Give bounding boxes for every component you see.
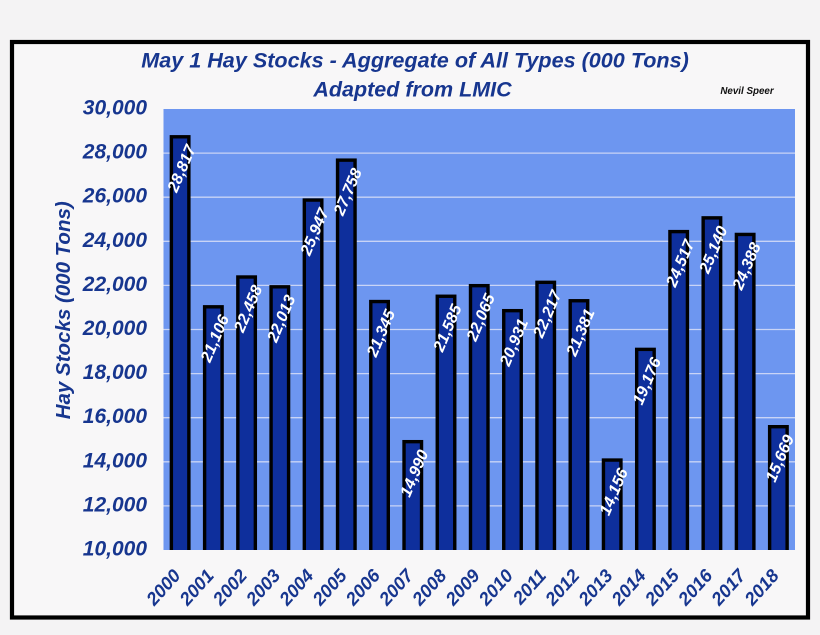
svg-text:May 1 Hay Stocks - Aggregate o: May 1 Hay Stocks - Aggregate of All Type… (141, 48, 689, 73)
svg-text:12,000: 12,000 (83, 493, 148, 516)
svg-text:18,000: 18,000 (83, 361, 148, 384)
svg-text:26,000: 26,000 (82, 185, 148, 208)
svg-text:Adapted from LMIC: Adapted from LMIC (312, 77, 512, 101)
svg-text:Nevil Speer: Nevil Speer (720, 86, 775, 97)
svg-text:14,000: 14,000 (83, 449, 148, 472)
svg-text:20,000: 20,000 (82, 317, 148, 340)
svg-text:24,000: 24,000 (82, 229, 148, 252)
svg-text:Hay Stocks (000 Tons): Hay Stocks (000 Tons) (52, 201, 75, 419)
svg-text:28,000: 28,000 (82, 141, 148, 164)
svg-text:10,000: 10,000 (83, 538, 148, 561)
svg-text:16,000: 16,000 (83, 405, 148, 428)
svg-text:22,000: 22,000 (82, 273, 148, 296)
svg-text:30,000: 30,000 (83, 97, 148, 120)
